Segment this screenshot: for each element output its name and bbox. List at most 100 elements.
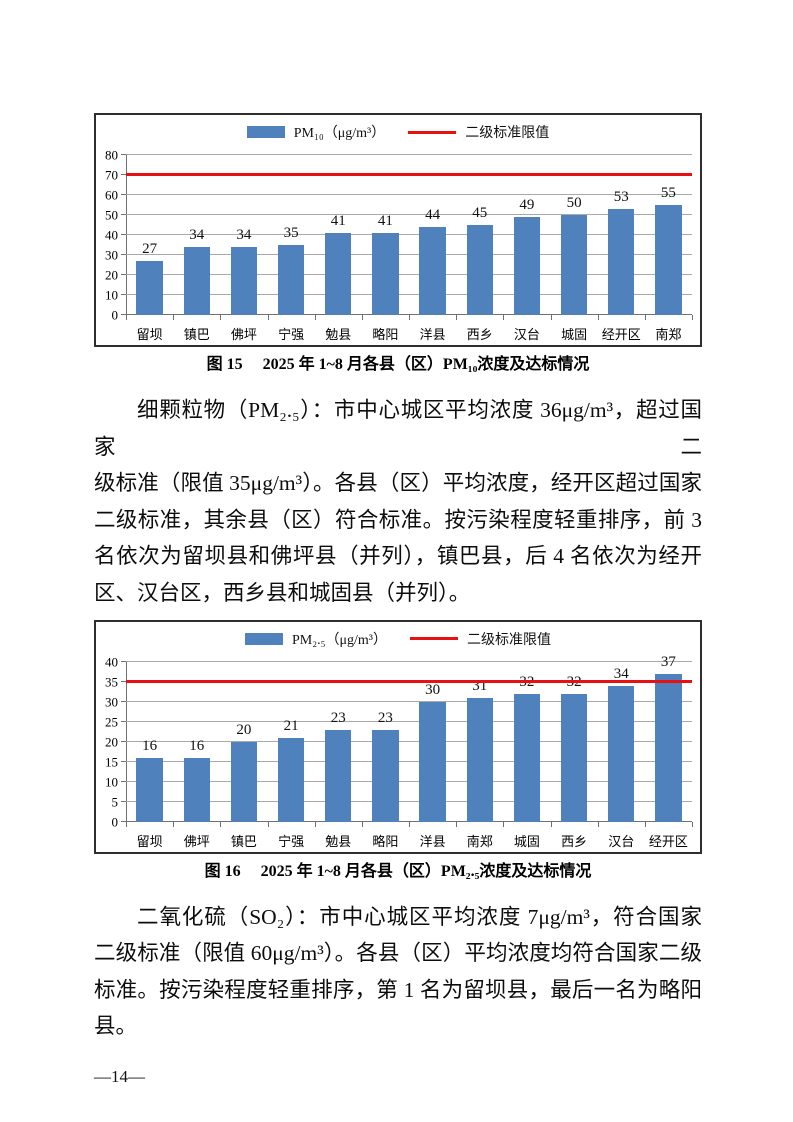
paragraph-line: 细颗粒物（PM₂.₅）：市中心城区平均浓度 36μg/m³，超过国家二 bbox=[94, 398, 702, 459]
y-axis-tick-label: 20 bbox=[105, 734, 118, 750]
bar-slot: 16 佛坪 bbox=[173, 662, 220, 849]
bar-slot: 20 镇巴 bbox=[220, 662, 267, 849]
pm10-bar-chart: PM₁₀（μg/m³） 二级标准限值 0 10 20 30 40 50 60 70 80 27 留坝… bbox=[94, 113, 702, 347]
paragraph-line: 县。 bbox=[94, 1014, 138, 1039]
limit-line bbox=[126, 173, 692, 176]
x-axis-tick bbox=[126, 821, 127, 827]
bar-value-label: 45 bbox=[472, 205, 488, 221]
y-axis-line bbox=[126, 155, 127, 315]
bar-slot: 32城固 bbox=[503, 662, 550, 849]
y-axis-tick-label: 0 bbox=[111, 307, 119, 323]
bar bbox=[608, 209, 635, 315]
pm25-paragraph: 细颗粒物（PM₂.₅）：市中心城区平均浓度 36μg/m³，超过国家二级标准（限… bbox=[94, 392, 702, 612]
y-axis-tick-label: 80 bbox=[105, 147, 118, 163]
bar-value-label: 16 bbox=[142, 737, 158, 754]
x-axis-tick bbox=[173, 315, 175, 320]
bar-slot: 34 汉台 bbox=[598, 662, 645, 849]
x-axis-label: 西乡 bbox=[561, 833, 588, 849]
bar-value-label: 34 bbox=[613, 665, 629, 682]
bar-slot: 21 宁强 bbox=[268, 662, 315, 849]
gridline bbox=[126, 274, 692, 275]
bar-slot: 44 洋县 bbox=[409, 155, 456, 342]
bar-value-label: 16 bbox=[189, 737, 205, 754]
y-axis-tick bbox=[121, 660, 126, 662]
bar-slot: 31 南郑 bbox=[456, 662, 503, 849]
x-axis-label: 镇巴 bbox=[183, 327, 210, 342]
x-axis-tick bbox=[692, 821, 693, 827]
bar bbox=[655, 673, 682, 822]
y-axis-tick bbox=[121, 820, 126, 822]
bar-slot: 41 略阳 bbox=[362, 155, 409, 342]
x-axis-tick bbox=[550, 315, 552, 320]
y-axis-tick bbox=[121, 700, 126, 702]
gridline bbox=[126, 760, 692, 762]
x-axis-label: 西乡 bbox=[466, 327, 493, 342]
limit-line-swatch bbox=[409, 637, 458, 641]
y-axis-tick bbox=[121, 780, 126, 782]
figure-title: 2025 年 1~8 月各县（区）PM₁₀浓度及达标情况 bbox=[262, 356, 590, 373]
bar bbox=[183, 757, 210, 822]
y-axis-tick bbox=[121, 800, 126, 802]
bar-slot: 45 西乡 bbox=[456, 155, 503, 342]
limit-legend-label: 二级标准限值 bbox=[466, 632, 551, 648]
bar-value-label: 35 bbox=[283, 225, 299, 241]
bar-slot: 41 勉县 bbox=[315, 155, 362, 342]
x-axis-tick bbox=[267, 315, 269, 320]
bar bbox=[136, 261, 163, 315]
x-axis-label: 洋县 bbox=[419, 833, 446, 849]
chart-legend: PM₁₀（μg/m³） 二级标准限值 bbox=[96, 122, 700, 142]
bar-value-label: 34 bbox=[236, 227, 252, 243]
bar bbox=[608, 685, 635, 822]
x-axis-label: 洋县 bbox=[419, 327, 446, 342]
x-axis-label: 南郑 bbox=[466, 833, 493, 849]
bar bbox=[419, 701, 446, 822]
x-axis-tick bbox=[220, 315, 222, 320]
y-axis-tick-label: 10 bbox=[105, 287, 118, 303]
pm25-bar-chart: PM₂.₅（μg/m³） 二级标准限值 0 5 10 15 20 25 30 35 40 16 留坝… bbox=[94, 619, 702, 854]
bar bbox=[136, 757, 163, 822]
bar bbox=[513, 217, 541, 315]
bar bbox=[560, 693, 588, 822]
bar-slot: 53 经开区 bbox=[598, 155, 645, 342]
series-color-swatch bbox=[245, 632, 283, 645]
gridline bbox=[126, 194, 692, 195]
bar-value-label: 30 bbox=[425, 681, 441, 698]
x-axis-tick bbox=[361, 821, 363, 827]
bar-slot: 23 略阳 bbox=[362, 662, 409, 849]
bar bbox=[230, 741, 258, 822]
bar-slot: 16 留坝 bbox=[126, 662, 173, 849]
plot-area: 0 10 20 30 40 50 60 70 80 27 留坝 34 镇巴 34 佛坪 35 宁强 41 勉县 41 略… bbox=[105, 149, 693, 342]
bar-value-label: 41 bbox=[330, 213, 346, 229]
bar-slot: 50 城固 bbox=[551, 155, 598, 342]
gridline bbox=[126, 154, 692, 155]
paragraph-line: 标准。按污染程度轻重排序，第 1 名为留坝县，最后一名为略阳 bbox=[94, 977, 702, 1002]
x-axis-tick bbox=[456, 315, 458, 320]
bar-value-label: 53 bbox=[613, 189, 629, 205]
bar-slot: 27 留坝 bbox=[126, 155, 173, 342]
paragraph-line: 级标准（限值 35μg/m³）。各县（区）平均浓度，经开区超过国家 bbox=[94, 471, 702, 496]
bar-slot: 37 经开区 bbox=[645, 654, 692, 849]
paragraph-line: 区、汉台区，西乡县和城固县（并列）。 bbox=[94, 580, 471, 605]
gridline bbox=[126, 314, 692, 315]
gridline bbox=[126, 800, 692, 802]
y-axis-tick bbox=[121, 760, 126, 762]
bar bbox=[325, 233, 352, 315]
x-axis-label: 汉台 bbox=[513, 327, 540, 342]
y-axis-tick-label: 40 bbox=[105, 227, 118, 243]
x-axis-label: 留坝 bbox=[136, 327, 163, 342]
figure-16-caption: 图 16 2025 年 1~8 月各县（区）PM₂.₅浓度及达标情况 bbox=[94, 859, 702, 885]
y-axis-tick-label: 10 bbox=[105, 774, 118, 790]
x-axis-label: 勉县 bbox=[325, 833, 352, 849]
bar bbox=[325, 729, 352, 822]
series-legend-label: PM₂.₅（μg/m³） bbox=[292, 632, 387, 648]
bar bbox=[277, 245, 305, 315]
x-axis-tick bbox=[550, 821, 552, 827]
bar-slot: 34 佛坪 bbox=[220, 155, 267, 342]
gridline bbox=[126, 780, 692, 782]
bar-slot: 35 宁强 bbox=[268, 155, 315, 342]
x-axis-label: 略阳 bbox=[372, 833, 399, 849]
y-axis-tick-label: 30 bbox=[105, 247, 118, 263]
bar-value-label: 23 bbox=[377, 709, 393, 726]
x-axis-label: 略阳 bbox=[372, 327, 399, 342]
x-axis-tick bbox=[361, 315, 363, 320]
